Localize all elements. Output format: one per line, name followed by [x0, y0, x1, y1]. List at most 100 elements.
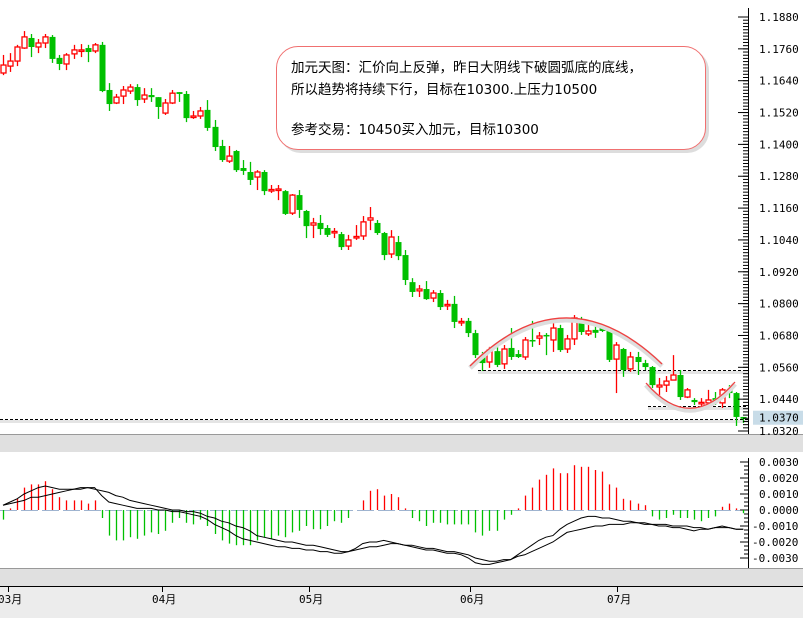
candle-body-down: [620, 349, 627, 370]
price-tick-label: 1.1760: [759, 43, 799, 56]
candle: [106, 83, 113, 111]
candle: [388, 230, 395, 258]
candle: [564, 334, 571, 353]
candle: [423, 281, 430, 300]
candle-body-up: [120, 89, 127, 97]
candle: [303, 209, 310, 239]
candle: [78, 44, 85, 58]
panel-separator[interactable]: [0, 434, 803, 452]
analysis-note-box: 加元天图：汇价向上反弹，昨日大阴线下破圆弧底的底线， 所以趋势将持续下行，目标在…: [276, 46, 706, 150]
candle: [465, 317, 472, 338]
candle: [416, 285, 423, 297]
candle: [472, 329, 479, 359]
candle-body-up: [656, 384, 663, 388]
candle-body-down: [508, 347, 515, 357]
price-tick-label: 1.0920: [759, 266, 799, 279]
macd-tick-label: 0.0030: [759, 456, 799, 469]
candle-body-down: [155, 97, 162, 107]
candle-body-down: [437, 293, 444, 308]
candle-body-up: [360, 221, 367, 237]
candle-body-down: [338, 234, 345, 248]
candle: [444, 299, 451, 310]
candle: [49, 35, 56, 63]
candle: [324, 225, 331, 238]
candle: [733, 392, 740, 426]
price-tick-label: 1.1040: [759, 234, 799, 247]
candle-body-up: [7, 60, 14, 67]
candle: [310, 217, 317, 239]
candle-body-up: [353, 235, 360, 239]
candle-body-down: [56, 57, 63, 64]
candle-body-up: [670, 374, 677, 381]
arc-bottom-line: [645, 381, 736, 409]
candle-body-down: [303, 211, 310, 227]
panel-separator[interactable]: [0, 568, 803, 586]
time-tick-label: 05月: [299, 593, 323, 606]
candle: [155, 97, 162, 119]
candle: [71, 44, 78, 59]
candle: [212, 119, 219, 152]
candle-body-down: [395, 242, 402, 257]
candle: [240, 160, 247, 175]
arc-annotations: [468, 317, 737, 413]
candle-body-up: [310, 222, 317, 226]
candle: [162, 99, 169, 115]
candle: [557, 324, 564, 352]
candle: [113, 93, 120, 105]
candle: [127, 84, 134, 94]
candle: [148, 88, 155, 102]
macd-tick-label: 0.0010: [759, 488, 799, 501]
candle: [642, 359, 649, 370]
arc-top-shadow: [468, 317, 664, 370]
price-tick-label: 1.1520: [759, 107, 799, 120]
candle-body-down: [423, 289, 430, 300]
candle: [226, 145, 233, 163]
candle: [56, 54, 63, 71]
candle-body-down: [649, 367, 656, 386]
candle-body-up: [430, 292, 437, 299]
candle-body-down: [233, 151, 240, 171]
candle-body-down: [515, 354, 522, 357]
candle: [494, 346, 501, 368]
candle-body-down: [635, 356, 642, 363]
candle-body-down: [529, 339, 536, 342]
candle-body-down: [578, 319, 585, 333]
candle-body-down: [557, 328, 564, 351]
candle: [367, 207, 374, 231]
candle-body-up: [92, 44, 99, 52]
candle: [613, 342, 620, 394]
candle-body-up: [14, 46, 21, 62]
candle: [247, 161, 254, 185]
candle-body-down: [106, 89, 113, 105]
candle: [620, 347, 627, 377]
candle-body-down: [677, 375, 684, 398]
price-tick-label: 1.1400: [759, 138, 799, 151]
candle: [296, 190, 303, 218]
candle-body-up: [0, 64, 7, 74]
candle: [331, 227, 338, 239]
candle-body-down: [381, 233, 388, 256]
candle-body-down: [451, 303, 458, 322]
candle: [458, 317, 465, 326]
candle-body-down: [176, 92, 183, 94]
candle: [204, 100, 211, 131]
candle-body-down: [402, 255, 409, 281]
macd-tick-label: -0.0010: [752, 520, 798, 533]
candle-body-down: [606, 329, 613, 360]
candle: [99, 41, 106, 93]
candle-body-up: [663, 380, 670, 386]
candle: [92, 43, 99, 54]
price-tick-label: 1.0800: [759, 298, 799, 311]
price-tick-label: 1.0560: [759, 361, 799, 374]
macd-tick-label: 0.0000: [759, 504, 799, 517]
candle: [649, 365, 656, 389]
candle-body-down: [261, 171, 268, 192]
candle: [233, 149, 240, 172]
candle-body-down: [85, 48, 92, 53]
candle: [374, 220, 381, 235]
candle: [197, 106, 204, 119]
candle-body-up: [113, 96, 120, 104]
candle-body-up: [254, 171, 261, 178]
candle: [670, 355, 677, 381]
